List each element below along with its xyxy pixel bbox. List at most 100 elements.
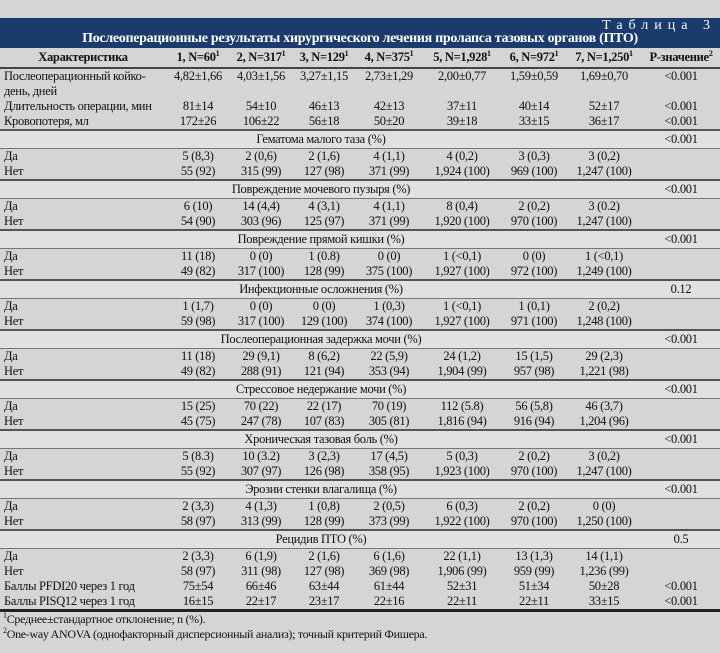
footnote-text: One-way ANOVA (однофакторный дисперсионн…: [6, 627, 428, 641]
footnote-mark: 1: [3, 611, 7, 620]
cell-value: 22±11: [502, 594, 566, 612]
cell-value: 37±11: [447, 99, 477, 113]
p-value: <0.001: [642, 129, 720, 149]
cell-value: 1,924 (100): [434, 164, 490, 178]
cell-value: 4 (1,1): [373, 199, 405, 213]
table-row: Нет 59 (98) 317 (100) 129 (100) 374 (100) 1,9…: [0, 314, 720, 330]
cell-value: 66±46: [245, 579, 277, 593]
section-title: Повреждение мочевого пузыря (%): [0, 179, 642, 199]
cell-value: 22±11: [422, 594, 502, 612]
cell-value: 46±13: [308, 99, 340, 113]
cell-value: 353 (94): [368, 364, 410, 378]
cell-value: 63±44: [308, 579, 340, 593]
footnote-2: 2One-way ANOVA (однофакторный дисперсион…: [3, 627, 427, 642]
cell-value: 23±17: [292, 594, 356, 612]
cell-value: 45 (75): [180, 414, 216, 428]
column-header: 5, N=1,9281: [422, 48, 502, 69]
cell-value: 112 (5.8): [440, 399, 484, 413]
cell-value: 3 (0,2): [588, 449, 620, 463]
table-number-label: Таблица 3: [602, 18, 716, 33]
p-value: <0.001: [664, 99, 698, 113]
row-label: Да: [4, 299, 18, 313]
cell-value: 29 (2,3): [585, 349, 623, 363]
section-title: Эрозии стенки влагалища (%): [0, 479, 642, 499]
table-row: Нет 55 (92) 307 (97) 126 (98) 358 (95) 1,923 …: [0, 464, 720, 480]
cell-value: 371 (99): [368, 214, 410, 228]
p-value: [642, 299, 720, 315]
p-value: [642, 214, 720, 230]
table-row: Нет 58 (97) 311 (98) 127 (98) 369 (98) 1,906 …: [0, 564, 720, 579]
cell-value: 1,59±0,59: [510, 69, 558, 83]
cell-value: 46 (3,7): [585, 399, 623, 413]
row-label: Нет: [4, 464, 24, 478]
column-header-row: Характеристика 1, N=601 2, N=3171 3, N=1291…: [0, 48, 720, 69]
column-header-superscript: 1: [344, 49, 349, 58]
p-value: [642, 449, 720, 465]
table-row: Послеоперационный койко-день, дней 4,82±1…: [0, 68, 720, 99]
p-value: [642, 199, 720, 215]
p-value: [642, 164, 720, 180]
cell-value: 29 (9,1): [242, 349, 280, 363]
cell-value: 311 (98): [241, 564, 281, 578]
cell-value: 2 (1,6): [308, 549, 340, 563]
p-value: <0.001: [642, 229, 720, 249]
cell-value: 51±34: [518, 579, 550, 593]
column-header-label: Характеристика: [38, 50, 128, 64]
cell-value: 1,204 (96): [579, 414, 629, 428]
column-header: 1, N=601: [166, 48, 230, 69]
cell-value: 5 (8,3): [182, 149, 214, 163]
row-label: Да: [4, 399, 18, 413]
column-header-label: 7, N=1,250: [575, 50, 630, 64]
table-title-band: Таблица 3 Послеоперационные результаты х…: [0, 18, 720, 48]
cell-value: 39±18: [446, 114, 478, 128]
row-label: Нет: [4, 314, 24, 328]
cell-value: 0 (0): [522, 249, 546, 263]
cell-value: 70 (22): [243, 399, 279, 413]
cell-value: 59 (98): [180, 314, 216, 328]
cell-value: 121 (94): [303, 364, 345, 378]
cell-value: 971 (100): [510, 314, 558, 328]
cell-value: 42±13: [373, 99, 405, 113]
cell-value: 916 (94): [513, 414, 555, 428]
cell-value: 2 (1,6): [308, 149, 340, 163]
cell-value: 11 (18): [181, 349, 215, 363]
footnote-1: 1Среднее±стандартное отклонение; n (%).: [3, 611, 206, 627]
cell-value: 972 (100): [510, 264, 558, 278]
column-header: 3, N=1291: [292, 48, 356, 69]
cell-value: 10 (3.2): [242, 449, 280, 463]
footnote-text: Среднее±стандартное отклонение; n (%).: [6, 612, 206, 626]
p-value: [642, 549, 720, 565]
cell-value: 315 (99): [240, 164, 282, 178]
cell-value: 4,03±1,56: [237, 69, 285, 83]
section-header-row: Послеоперационная задержка мочи (%) <0.00…: [0, 329, 720, 349]
results-table: Характеристика 1, N=601 2, N=3171 3, N=1291…: [0, 48, 720, 612]
cell-value: 33±15: [518, 114, 550, 128]
column-header-label: 5, N=1,928: [433, 50, 488, 64]
p-value: [642, 349, 720, 365]
section-header-row: Повреждение мочевого пузыря (%) <0.001: [0, 179, 720, 199]
p-value: <0.001: [664, 69, 698, 83]
section-title: Стрессовое недержание мочи (%): [0, 379, 642, 399]
cell-value: 14 (1,1): [585, 549, 623, 563]
cell-value: 2,73±1,29: [365, 69, 413, 83]
cell-value: 1,923 (100): [434, 464, 490, 478]
cell-value: 0 (0): [249, 299, 273, 313]
column-header-superscript: 1: [629, 49, 633, 58]
cell-value: 1,927 (100): [434, 314, 490, 328]
column-header-superscript: 1: [215, 49, 220, 58]
cell-value: 1 (0,8): [308, 499, 340, 513]
cell-value: 55 (92): [180, 164, 216, 178]
p-value: [642, 149, 720, 165]
table-row: Да 5 (8,3) 2 (0,6) 2 (1,6) 4 (1,1) 4 (0,2) 3 (…: [0, 149, 720, 165]
table-row: Да 6 (10) 14 (4,4) 4 (3,1) 4 (1,1) 8 (0,4) 2 (…: [0, 199, 720, 215]
table-row: Длительность операции, мин 81±14 54±10 46±1…: [0, 99, 720, 114]
cell-value: 49 (82): [180, 364, 216, 378]
column-header-superscript: 1: [409, 49, 414, 58]
cell-value: 313 (99): [240, 514, 282, 528]
cell-value: 36±17: [588, 114, 620, 128]
p-value: [642, 399, 720, 415]
cell-value: 1,816 (94): [437, 414, 487, 428]
column-header-superscript: 1: [554, 49, 559, 58]
p-value: [642, 514, 720, 530]
column-header: 4, N=3751: [356, 48, 422, 69]
